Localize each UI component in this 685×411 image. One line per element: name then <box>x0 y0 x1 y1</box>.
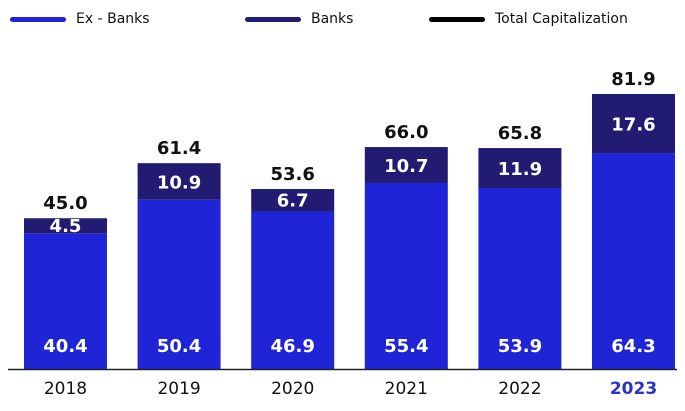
label-ex-banks-2021: 55.4 <box>384 336 428 357</box>
legend-item-ex-banks: Ex - Banks <box>10 6 150 32</box>
bar-ex-banks-2022 <box>478 188 562 369</box>
legend-swatch-total <box>429 16 485 22</box>
label-banks-2021: 10.7 <box>384 156 428 177</box>
x-tick-2020: 2020 <box>271 379 314 399</box>
legend-swatch-ex-banks <box>10 16 66 22</box>
label-banks-2022: 11.9 <box>498 159 542 180</box>
legend-label-total: Total Capitalization <box>495 11 628 27</box>
bar-banks-2020 <box>251 189 335 212</box>
x-tick-2021: 2021 <box>385 379 428 399</box>
label-banks-2019: 10.9 <box>157 172 201 193</box>
bar-ex-banks-2018 <box>24 233 107 369</box>
label-banks-2020: 6.7 <box>277 190 309 211</box>
bar-banks-2021 <box>364 147 448 183</box>
label-ex-banks-2020: 46.9 <box>270 336 314 357</box>
bar-banks-2022 <box>478 148 562 189</box>
label-banks-2018: 4.5 <box>50 216 82 237</box>
label-total-2021: 66.0 <box>384 122 428 143</box>
x-axis-ticks: 2018 2019 2020 2021 2022 2023 <box>44 379 657 399</box>
legend-item-banks: Banks <box>245 6 353 32</box>
legend-label-ex-banks: Ex - Banks <box>76 11 150 27</box>
bars-group: 40.4 4.545.0 50.4 10.9 61.4 46.9 6.7 53.6 55.4 10… <box>24 69 675 369</box>
bar-ex-banks-2020 <box>251 211 335 369</box>
bar-banks-2019 <box>137 163 221 200</box>
label-ex-banks-2019: 50.4 <box>157 336 201 357</box>
legend-item-total: Total Capitalization <box>429 6 628 32</box>
x-tick-2023: 2023 <box>610 379 657 399</box>
label-banks-2023: 17.6 <box>611 115 655 136</box>
label-total-2023: 81.9 <box>611 69 655 90</box>
label-ex-banks-2023: 64.3 <box>611 336 655 357</box>
label-ex-banks-2018: 40.4 <box>43 336 87 357</box>
label-total-2020: 53.6 <box>270 164 314 185</box>
legend-swatch-banks <box>245 16 301 22</box>
bar-ex-banks-2019 <box>137 199 221 369</box>
bar-banks-2018 <box>24 218 107 234</box>
label-total-2019: 61.4 <box>157 138 201 159</box>
x-tick-2019: 2019 <box>157 379 200 399</box>
chart-legend: Ex - Banks Banks Total Capitalization <box>0 6 685 32</box>
bar-ex-banks-2023 <box>592 153 675 369</box>
legend-label-banks: Banks <box>311 11 354 27</box>
label-total-2022: 65.8 <box>498 123 542 144</box>
label-total-2018: 45.0 <box>43 193 87 214</box>
x-tick-2018: 2018 <box>44 379 87 399</box>
bar-ex-banks-2021 <box>364 182 448 369</box>
bar-banks-2023 <box>592 94 675 154</box>
label-ex-banks-2022: 53.9 <box>498 336 542 357</box>
x-tick-2022: 2022 <box>498 379 541 399</box>
